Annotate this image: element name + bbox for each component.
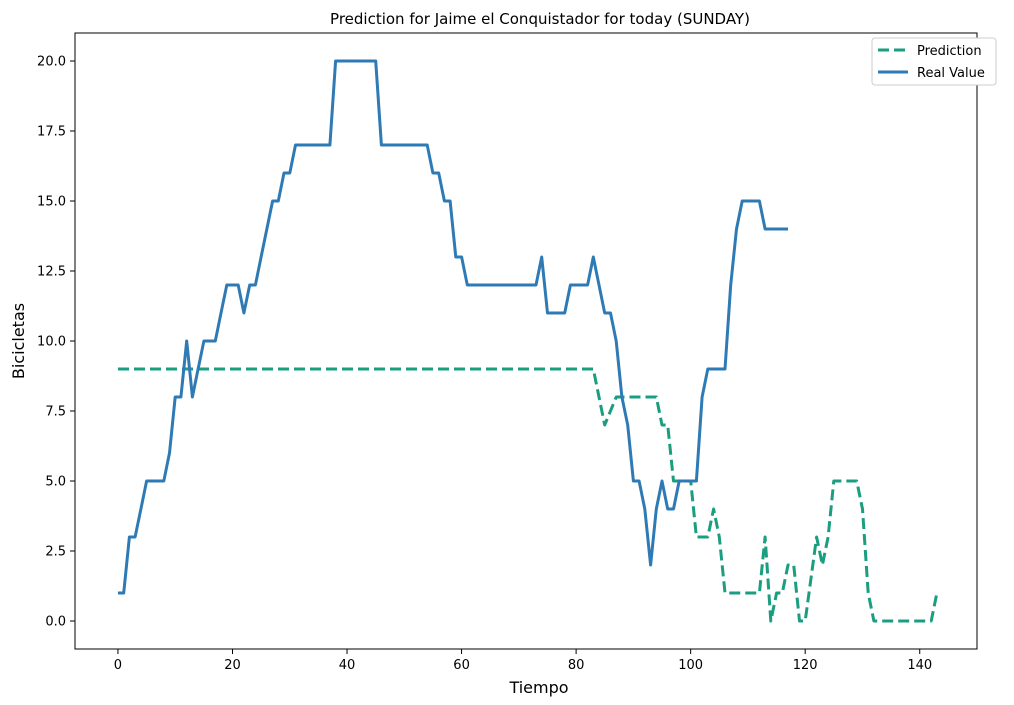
y-axis-label: Bicicletas [9,303,28,379]
legend-label-prediction: Prediction [917,44,982,59]
y-tick-label: 2.5 [45,545,66,560]
x-axis: 0 20 40 60 80 100 120 140 [114,649,932,673]
y-tick-label: 10.0 [37,335,66,350]
y-tick-label: 7.5 [45,405,66,420]
x-tick-label: 120 [793,658,818,673]
x-tick-label: 140 [907,658,932,673]
legend-label-real-value: Real Value [917,66,985,81]
x-axis-label: Tiempo [508,678,568,697]
x-tick-label: 20 [224,658,241,673]
y-axis: 0.0 2.5 5.0 7.5 10.0 12.5 15.0 17.5 20.0 [37,55,75,630]
y-tick-label: 15.0 [37,195,66,210]
y-tick-label: 17.5 [37,125,66,140]
y-tick-label: 5.0 [45,475,66,490]
legend: Prediction Real Value [871,37,997,86]
x-tick-label: 0 [114,658,122,673]
series-layer [118,59,939,623]
y-tick-label: 0.0 [45,615,66,630]
y-tick-label: 20.0 [37,55,66,70]
series-line-real-value [118,59,788,595]
x-tick-label: 40 [339,658,356,673]
series-line-prediction [118,367,939,623]
x-tick-label: 80 [568,658,585,673]
y-tick-label: 12.5 [37,265,66,280]
x-tick-label: 60 [453,658,470,673]
chart-title: Prediction for Jaime el Conquistador for… [330,10,750,28]
x-tick-label: 100 [678,658,703,673]
